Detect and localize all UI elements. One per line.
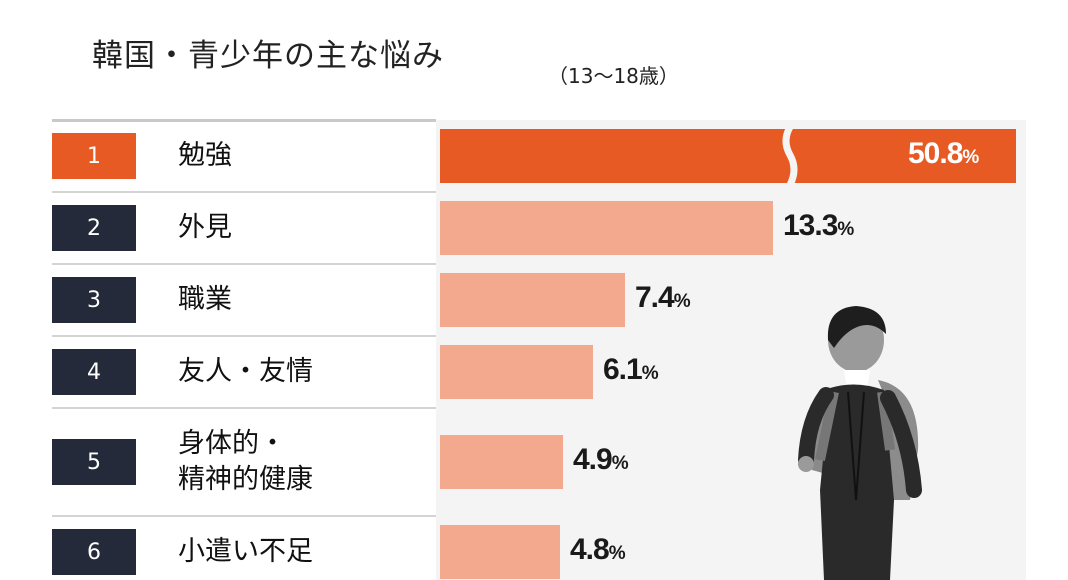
row-divider: [52, 263, 436, 265]
chart-title: 韓国・青少年の主な悩み: [92, 38, 444, 74]
value-number: 4.8: [570, 533, 610, 566]
rank-badge: 2: [52, 205, 136, 251]
value-number: 6.1: [603, 353, 643, 386]
bar: [440, 129, 1016, 183]
value-unit: %: [673, 291, 691, 312]
value-number: 4.9: [573, 443, 613, 476]
bar: [440, 201, 773, 255]
top-rule: [52, 119, 436, 122]
category-label: 職業: [178, 284, 232, 315]
value-number: 13.3: [783, 209, 838, 242]
value-unit: %: [608, 543, 626, 564]
value-label: 6.1%: [603, 353, 659, 387]
value-unit: %: [611, 453, 629, 474]
row-divider: [52, 407, 436, 409]
value-unit: %: [641, 363, 659, 384]
rank-badge: 6: [52, 529, 136, 575]
rank-badge: 5: [52, 439, 136, 485]
rank-badge: 4: [52, 349, 136, 395]
row-divider: [52, 191, 436, 193]
category-label: 友人・友情: [178, 356, 313, 387]
rank-badge: 1: [52, 133, 136, 179]
bar: [440, 525, 560, 579]
category-label: 外見: [178, 212, 232, 243]
value-label: 13.3%: [783, 209, 854, 243]
row-divider: [52, 515, 436, 517]
value-label: 50.8%: [908, 137, 979, 171]
value-label: 4.9%: [573, 443, 629, 477]
chart-subtitle: （13〜18歳）: [548, 64, 679, 88]
value-label: 4.8%: [570, 533, 626, 567]
rank-badge: 3: [52, 277, 136, 323]
bar: [440, 345, 593, 399]
value-unit: %: [837, 219, 854, 240]
row-divider: [52, 335, 436, 337]
value-label: 7.4%: [635, 281, 691, 315]
axis-break-mark: [782, 127, 798, 185]
value-number: 50.8: [908, 137, 963, 170]
category-label: 身体的・ 精神的健康: [178, 428, 313, 495]
category-label: 勉強: [178, 140, 232, 171]
student-illustration-icon: [798, 306, 922, 580]
bar: [440, 273, 625, 327]
value-unit: %: [962, 147, 979, 168]
category-label: 小遣い不足: [178, 536, 313, 567]
bar: [440, 435, 563, 489]
value-number: 7.4: [635, 281, 675, 314]
